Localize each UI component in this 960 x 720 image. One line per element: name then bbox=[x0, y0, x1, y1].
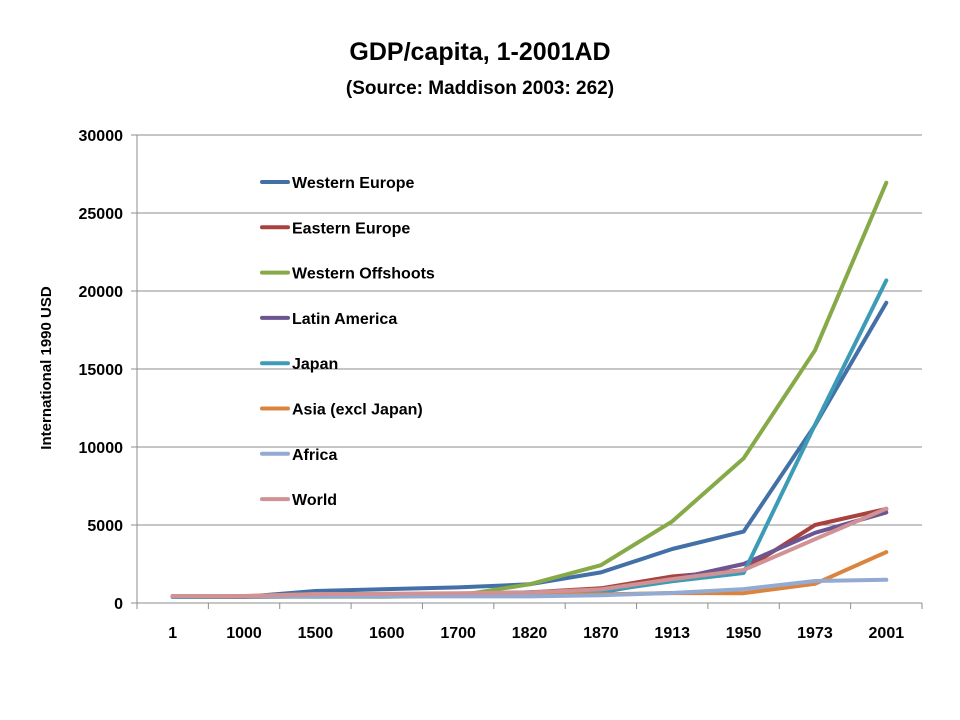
legend-label-africa: Africa bbox=[292, 447, 337, 464]
chart-subtitle: (Source: Maddison 2003: 262) bbox=[346, 78, 614, 99]
x-tick-label: 1870 bbox=[583, 625, 619, 642]
legend-label-latin-america: Latin America bbox=[292, 311, 397, 328]
legend-label-japan: Japan bbox=[292, 356, 338, 373]
legend: Western Europe Eastern Europe Western Offs… bbox=[260, 175, 435, 509]
x-tick-labels: 1 1000 1500 1600 1700 1820 1870 1913 1950 1973 200… bbox=[168, 625, 904, 642]
y-tick-label: 0 bbox=[114, 596, 123, 613]
legend-label-western-europe: Western Europe bbox=[292, 175, 415, 192]
grid-lines bbox=[137, 134, 922, 526]
series-line-western-offshoots bbox=[170, 180, 889, 599]
y-tick-label: 15000 bbox=[79, 362, 124, 379]
x-tick-label: 1600 bbox=[369, 625, 405, 642]
y-tick-label: 30000 bbox=[79, 128, 124, 145]
legend-label-asia-excl-japan: Asia (excl Japan) bbox=[292, 402, 423, 419]
series-line-asia-excl-japan bbox=[170, 550, 889, 598]
x-tick-label: 1820 bbox=[512, 625, 548, 642]
x-tick-label: 1913 bbox=[654, 625, 690, 642]
y-tick-label: 10000 bbox=[79, 440, 124, 457]
x-tick-label: 2001 bbox=[869, 625, 905, 642]
y-tick-labels: 0 5000 10000 15000 20000 25000 30000 bbox=[79, 128, 124, 613]
x-tick-label: 1500 bbox=[298, 625, 334, 642]
axes bbox=[131, 134, 923, 609]
y-tick-label: 5000 bbox=[87, 518, 123, 535]
chart-title: GDP/capita, 1-2001AD bbox=[349, 38, 610, 66]
legend-label-western-offshoots: Western Offshoots bbox=[292, 266, 435, 283]
x-tick-label: 1 bbox=[168, 625, 177, 642]
x-tick-label: 1700 bbox=[440, 625, 476, 642]
legend-label-eastern-europe: Eastern Europe bbox=[292, 220, 410, 237]
x-tick-label: 1950 bbox=[726, 625, 762, 642]
x-tick-label: 1973 bbox=[797, 625, 833, 642]
x-tick-label: 1000 bbox=[226, 625, 262, 642]
y-tick-label: 20000 bbox=[79, 284, 124, 301]
series-line-world bbox=[170, 506, 889, 599]
y-tick-label: 25000 bbox=[79, 206, 124, 223]
legend-label-world: World bbox=[292, 492, 337, 509]
series-lines bbox=[170, 180, 889, 599]
y-axis-label: International 1990 USD bbox=[38, 286, 55, 450]
